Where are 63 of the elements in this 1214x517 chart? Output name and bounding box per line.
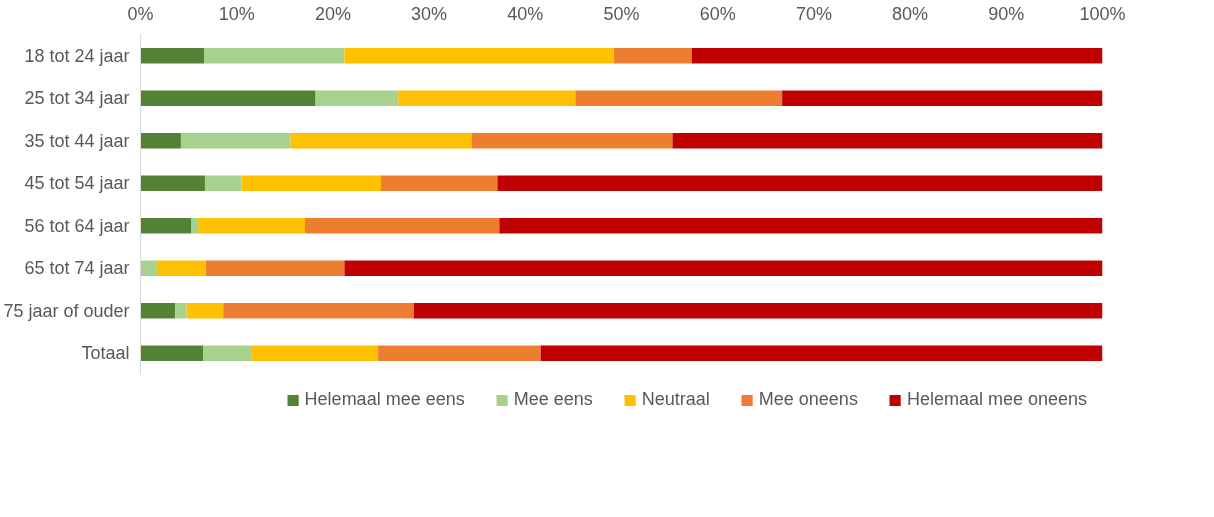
x-tick-label: 70% (795, 3, 832, 24)
bar (782, 90, 1103, 107)
bar (497, 175, 1103, 192)
bar (575, 90, 783, 107)
bar (140, 302, 176, 319)
x-tick-label: 90% (988, 3, 1025, 24)
x-tick-label: 50% (603, 3, 640, 24)
x-tick-label: 0% (127, 3, 154, 24)
x-tick-label: 20% (314, 3, 351, 24)
legend-label: Helemaal mee eens (304, 389, 465, 410)
legend-label: Mee eens (513, 389, 593, 410)
bar (140, 90, 316, 107)
bar (241, 175, 381, 192)
bar (203, 345, 253, 362)
y-tick-label: 75 jaar of ouder (3, 300, 130, 321)
bar (204, 175, 242, 192)
bar (180, 132, 291, 149)
bar (140, 47, 204, 64)
bar (691, 47, 1103, 64)
bar (140, 217, 192, 234)
bar (305, 217, 500, 234)
bar (175, 302, 187, 319)
x-tick-label: 40% (507, 3, 544, 24)
bar (378, 345, 541, 362)
y-tick-label: 56 tot 64 jaar (24, 215, 130, 236)
y-tick-label: 18 tot 24 jaar (24, 45, 130, 66)
bar (413, 302, 1103, 319)
bar (252, 345, 379, 362)
legend-label: Neutraal (641, 389, 710, 410)
bar (398, 90, 576, 107)
bar (140, 175, 205, 192)
y-tick-label: 25 tot 34 jaar (24, 88, 130, 109)
bar (140, 132, 181, 149)
bar (191, 217, 199, 234)
bar (471, 132, 673, 149)
x-tick-label: 80% (892, 3, 929, 24)
x-tick-label: 30% (411, 3, 448, 24)
y-tick-label: 45 tot 54 jaar (24, 173, 130, 194)
bar (315, 90, 399, 107)
bar (540, 345, 1103, 362)
bar (203, 47, 345, 64)
bar (499, 217, 1103, 234)
bar (381, 175, 498, 192)
x-tick-label: 100% (1079, 3, 1126, 24)
y-tick-label: Totaal (81, 343, 130, 364)
bar (140, 260, 157, 277)
bar (344, 47, 614, 64)
bar (344, 260, 1103, 277)
bar (140, 345, 204, 362)
x-tick-label: 10% (218, 3, 255, 24)
legend-label: Mee oneens (758, 389, 858, 410)
x-tick-label: 60% (699, 3, 736, 24)
bar (613, 47, 692, 64)
bar (672, 132, 1103, 149)
bar (205, 260, 345, 277)
bar (290, 132, 472, 149)
y-tick-label: 65 tot 74 jaar (24, 258, 130, 279)
bar (198, 217, 305, 234)
y-tick-label: 35 tot 44 jaar (24, 130, 130, 151)
bar (156, 260, 206, 277)
legend-label: Helemaal mee oneens (906, 389, 1087, 410)
bar (186, 302, 224, 319)
bar (223, 302, 414, 319)
